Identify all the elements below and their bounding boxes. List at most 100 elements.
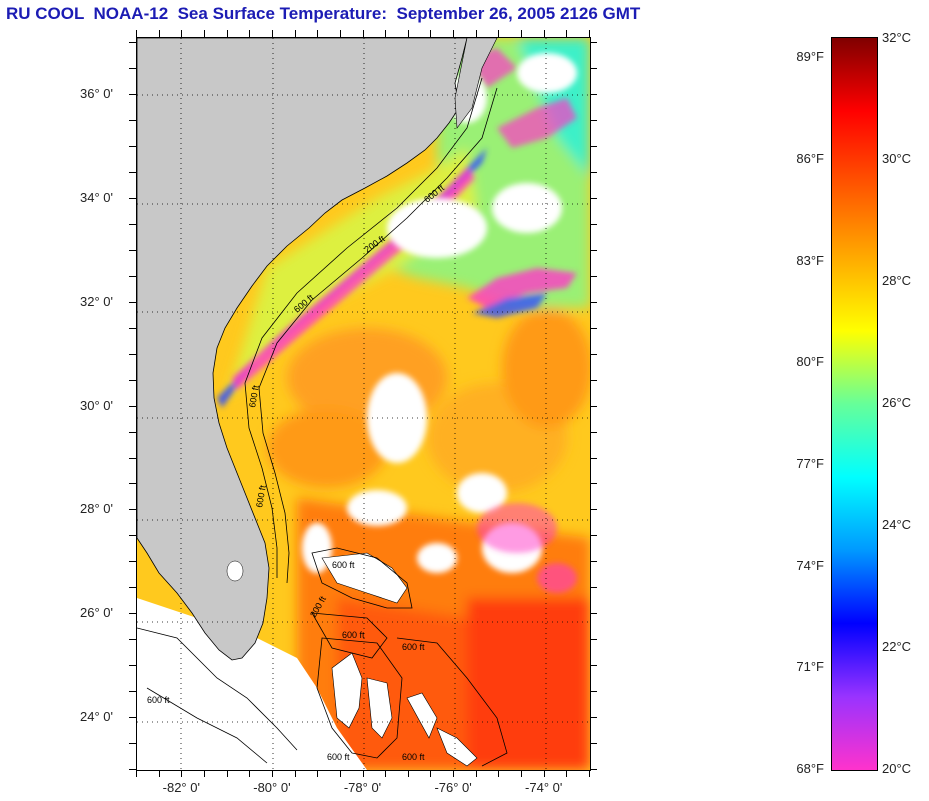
latitude-label: 36° 0'	[80, 86, 113, 102]
lat-tick	[129, 68, 136, 70]
lat-tick	[590, 639, 597, 641]
contour-label: 600 ft	[254, 484, 268, 508]
lat-tick	[590, 94, 597, 96]
lat-tick	[590, 197, 597, 199]
lon-tick	[339, 30, 341, 37]
lat-tick	[590, 405, 597, 407]
lon-tick	[385, 30, 387, 37]
lon-tick	[521, 770, 523, 777]
lat-tick	[590, 743, 597, 745]
lat-tick	[590, 483, 597, 485]
lon-tick	[158, 30, 160, 37]
lat-tick	[129, 405, 136, 407]
lon-tick	[543, 30, 545, 37]
lat-tick	[129, 639, 136, 641]
lon-tick	[566, 30, 568, 37]
lon-tick	[385, 770, 387, 777]
colorbar-celsius-label: 26°C	[882, 395, 912, 410]
colorbar-fahrenheit-label: 83°F	[796, 252, 824, 268]
lat-tick	[129, 717, 136, 719]
contour-label: 600 ft	[402, 752, 425, 762]
lon-tick	[249, 770, 251, 777]
lat-tick	[129, 457, 136, 459]
lat-tick	[590, 327, 597, 329]
colorbar-fahrenheit-label: 86°F	[796, 151, 824, 166]
depth-contours	[137, 77, 508, 767]
lat-tick	[590, 42, 597, 44]
colorbar-fahrenheit-label: 71°F	[796, 659, 824, 675]
longitude-label: -78° 0'	[343, 780, 382, 795]
lat-tick	[129, 146, 136, 148]
lat-tick	[129, 327, 136, 329]
colorbar-fahrenheit-label: 68°F	[796, 761, 824, 776]
lat-tick	[590, 509, 597, 511]
lon-tick	[181, 770, 183, 777]
lat-tick	[590, 223, 597, 225]
lon-tick	[543, 770, 545, 777]
lon-tick	[498, 770, 500, 777]
lon-tick	[226, 30, 228, 37]
colorbar-fahrenheit-label: 77°F	[796, 456, 824, 471]
contour-label: 600 ft	[247, 384, 261, 408]
lon-tick	[136, 30, 137, 37]
lat-tick	[590, 431, 597, 433]
lat-tick	[129, 94, 136, 96]
colorbar-celsius-label: 30°C	[882, 151, 912, 166]
colorbar-fahrenheit-label: 89°F	[796, 49, 824, 65]
lat-tick	[129, 301, 136, 303]
lat-tick	[129, 431, 136, 433]
lat-tick	[129, 120, 136, 122]
latitude-label: 30° 0'	[80, 397, 113, 413]
lat-tick	[129, 483, 136, 485]
graticule	[137, 38, 590, 770]
colorbar-celsius-label: 20°C	[882, 761, 912, 776]
lon-tick	[407, 30, 409, 37]
latitude-label: 32° 0'	[80, 293, 113, 309]
lat-tick	[590, 769, 597, 770]
lat-tick	[590, 301, 597, 303]
contour-label: 600 ft	[402, 642, 425, 652]
lat-tick	[590, 353, 597, 355]
lat-tick	[129, 171, 136, 173]
lat-tick	[590, 665, 597, 667]
lat-tick	[129, 769, 136, 770]
lat-tick	[590, 146, 597, 148]
lon-tick	[271, 770, 273, 777]
lon-tick	[589, 30, 590, 37]
lat-tick	[129, 743, 136, 745]
latitude-label: 28° 0'	[80, 501, 113, 517]
lat-tick	[129, 379, 136, 381]
colorbar-celsius-label: 22°C	[882, 639, 912, 654]
lon-tick	[430, 30, 432, 37]
lon-tick	[317, 30, 319, 37]
longitude-label: -76° 0'	[434, 780, 472, 795]
lon-tick	[362, 770, 364, 777]
lon-tick	[430, 770, 432, 777]
lat-tick	[129, 42, 136, 44]
lake-icon	[226, 560, 244, 582]
land-mass	[137, 38, 468, 661]
lat-tick	[129, 353, 136, 355]
lat-tick	[590, 457, 597, 459]
lon-tick	[226, 770, 228, 777]
lat-tick	[129, 665, 136, 667]
lon-tick	[453, 770, 455, 777]
lat-tick	[590, 717, 597, 719]
contour-label: 600 ft	[327, 752, 350, 762]
lon-tick	[407, 770, 409, 777]
no-data-zone	[137, 598, 367, 770]
lon-tick	[136, 770, 137, 777]
lat-tick	[590, 171, 597, 173]
lat-tick	[590, 275, 597, 277]
colorbar-fahrenheit-label: 74°F	[796, 557, 824, 573]
lat-tick	[590, 587, 597, 589]
lat-tick	[129, 249, 136, 251]
lat-tick	[590, 613, 597, 615]
lon-tick	[203, 770, 205, 777]
lon-tick	[294, 30, 296, 37]
lon-tick	[294, 770, 296, 777]
lat-tick	[590, 535, 597, 537]
lat-tick	[129, 613, 136, 615]
lon-tick	[339, 770, 341, 777]
